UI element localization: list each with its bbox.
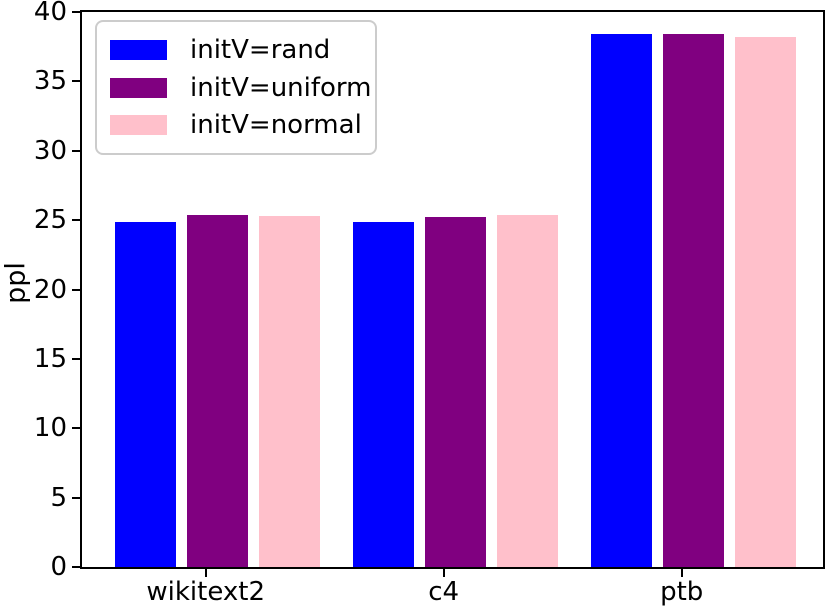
bar-wikitext2-initv-uniform [187, 214, 248, 567]
y-tick-label: 0 [50, 552, 67, 582]
y-tick-label: 35 [33, 66, 67, 97]
x-tick-label-ptb: ptb [660, 577, 704, 607]
legend-swatch-icon [110, 77, 167, 98]
y-tick-mark [72, 427, 80, 430]
bar-c4-initv-rand [353, 221, 415, 567]
x-tick-mark [680, 569, 683, 577]
bar-ptb-initv-normal [734, 36, 796, 567]
x-tick-mark [204, 569, 207, 577]
legend-item: initV=rand [97, 37, 375, 63]
legend-item: initV=normal [97, 112, 375, 138]
y-tick-mark [72, 357, 80, 360]
y-tick-mark [72, 219, 80, 222]
x-tick-mark [442, 569, 445, 577]
y-tick-mark [72, 496, 80, 499]
bar-wikitext2-initv-rand [115, 221, 177, 567]
legend-label: initV=uniform [190, 72, 372, 103]
y-tick-mark [72, 149, 80, 152]
y-tick-label: 5 [50, 482, 67, 513]
legend-swatch-icon [110, 40, 167, 61]
x-tick-label-c4: c4 [428, 577, 460, 607]
legend-label: initV=normal [190, 109, 362, 140]
plot-area: 0 5 10 15 20 25 30 35 40 wikitext2 c4 ptb initV=ra… [34, 0, 825, 605]
bar-ptb-initv-uniform [663, 33, 724, 567]
bar-ptb-initv-rand [591, 34, 653, 567]
y-tick-label: 30 [33, 135, 67, 166]
legend-item: initV=uniform [97, 75, 375, 101]
y-tick-label: 20 [33, 274, 67, 305]
y-tick-mark [72, 80, 80, 83]
y-axis-label: ppl [0, 262, 32, 304]
y-tick-mark [72, 11, 80, 13]
bar-c4-initv-normal [496, 215, 558, 567]
legend-label: initV=rand [190, 35, 331, 66]
y-tick-label: 15 [33, 343, 67, 374]
bar-wikitext2-initv-normal [258, 215, 320, 567]
x-tick-label-wikitext2: wikitext2 [146, 577, 265, 607]
legend: initV=rand initV=uniform initV=normal [95, 20, 377, 155]
y-tick-mark [72, 288, 80, 291]
bar-c4-initv-uniform [425, 217, 486, 567]
y-tick-label: 40 [33, 0, 67, 27]
legend-swatch-icon [110, 114, 167, 135]
y-tick-label: 25 [33, 205, 67, 236]
y-tick-label: 10 [33, 413, 67, 444]
y-tick-mark [72, 566, 80, 568]
